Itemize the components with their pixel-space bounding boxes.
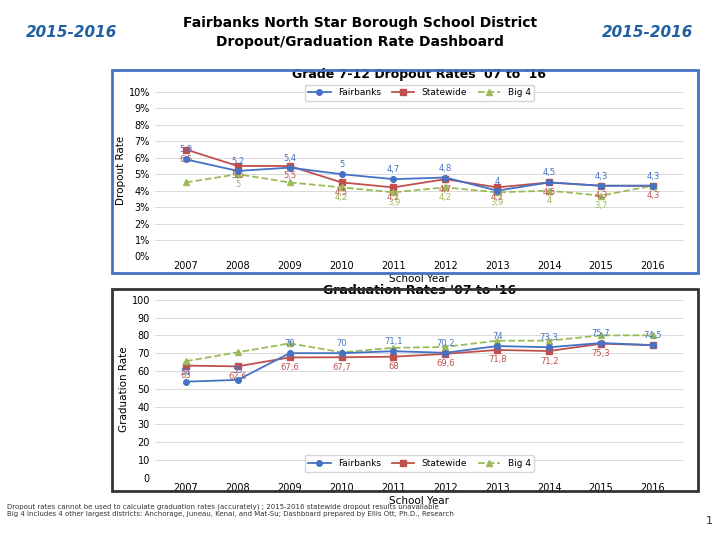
Text: 2015-2016: 2015-2016 — [27, 25, 117, 40]
Text: 6,5: 6,5 — [179, 155, 192, 164]
Text: 74,5: 74,5 — [644, 331, 662, 340]
Text: 4,3: 4,3 — [647, 172, 660, 181]
Legend: Fairbanks, Statewide, Big 4: Fairbanks, Statewide, Big 4 — [305, 455, 534, 471]
Text: 2015-2016: 2015-2016 — [603, 25, 693, 40]
Text: 1: 1 — [706, 516, 713, 525]
Text: 68: 68 — [388, 362, 399, 371]
Text: 4,2: 4,2 — [335, 193, 348, 202]
Text: 5,5: 5,5 — [231, 172, 244, 180]
Text: 70: 70 — [284, 339, 295, 348]
Text: 3,9: 3,9 — [490, 198, 504, 207]
Text: 4,7: 4,7 — [387, 165, 400, 174]
Text: 4: 4 — [495, 177, 500, 186]
Text: 70,2: 70,2 — [436, 339, 454, 348]
Text: Fairbanks North Star Borough School District
Dropout/Graduation Rate Dashboard: Fairbanks North Star Borough School Dist… — [183, 16, 537, 49]
Text: 4,3: 4,3 — [647, 191, 660, 200]
Text: 74: 74 — [492, 332, 503, 341]
Text: 4,5: 4,5 — [335, 188, 348, 197]
Text: 4,2: 4,2 — [438, 193, 452, 202]
Text: 4,3: 4,3 — [595, 191, 608, 200]
Y-axis label: Dropout Rate: Dropout Rate — [116, 136, 126, 205]
Text: 75,7: 75,7 — [592, 329, 611, 338]
Text: 4,3: 4,3 — [595, 172, 608, 181]
Title: Graduation Rates '07 to '16: Graduation Rates '07 to '16 — [323, 284, 516, 297]
Text: 55: 55 — [233, 366, 243, 375]
Text: 4,2: 4,2 — [490, 193, 504, 202]
Text: 75,3: 75,3 — [592, 349, 611, 358]
X-axis label: School Year: School Year — [390, 496, 449, 505]
Y-axis label: Graduation Rate: Graduation Rate — [119, 346, 129, 431]
Text: 4,8: 4,8 — [438, 164, 452, 173]
Text: 73,3: 73,3 — [540, 333, 559, 342]
Text: 5,4: 5,4 — [283, 154, 296, 163]
Text: 3,9: 3,9 — [387, 198, 400, 207]
Text: 5,2: 5,2 — [231, 157, 244, 166]
Text: 62,6: 62,6 — [228, 372, 247, 381]
Text: 67,7: 67,7 — [332, 363, 351, 372]
Text: 4,7: 4,7 — [438, 185, 452, 194]
Text: 70: 70 — [336, 339, 347, 348]
Text: 71,2: 71,2 — [540, 356, 558, 366]
Text: 5: 5 — [235, 180, 240, 188]
Text: 4,2: 4,2 — [387, 193, 400, 202]
Text: 63: 63 — [181, 371, 192, 380]
Text: 71,1: 71,1 — [384, 338, 402, 346]
Text: 4,5: 4,5 — [543, 168, 556, 178]
Title: Grade 7-12 Dropout Rates '07 to '16: Grade 7-12 Dropout Rates '07 to '16 — [292, 68, 546, 81]
Text: 4,5: 4,5 — [543, 188, 556, 197]
Text: 54: 54 — [181, 368, 192, 377]
Text: Dropout rates cannot be used to calculate graduation rates (accurately) ; 2015-2: Dropout rates cannot be used to calculat… — [7, 503, 454, 517]
Text: 5,5: 5,5 — [283, 172, 296, 180]
Text: 3,7: 3,7 — [594, 201, 608, 210]
Legend: Fairbanks, Statewide, Big 4: Fairbanks, Statewide, Big 4 — [305, 85, 534, 101]
Text: 5: 5 — [339, 160, 344, 169]
Text: 67,6: 67,6 — [280, 363, 299, 372]
X-axis label: School Year: School Year — [390, 274, 449, 284]
Text: 69,6: 69,6 — [436, 360, 454, 368]
Text: 4: 4 — [546, 196, 552, 205]
Text: 5,9: 5,9 — [179, 145, 192, 154]
Text: 71,8: 71,8 — [488, 355, 507, 364]
